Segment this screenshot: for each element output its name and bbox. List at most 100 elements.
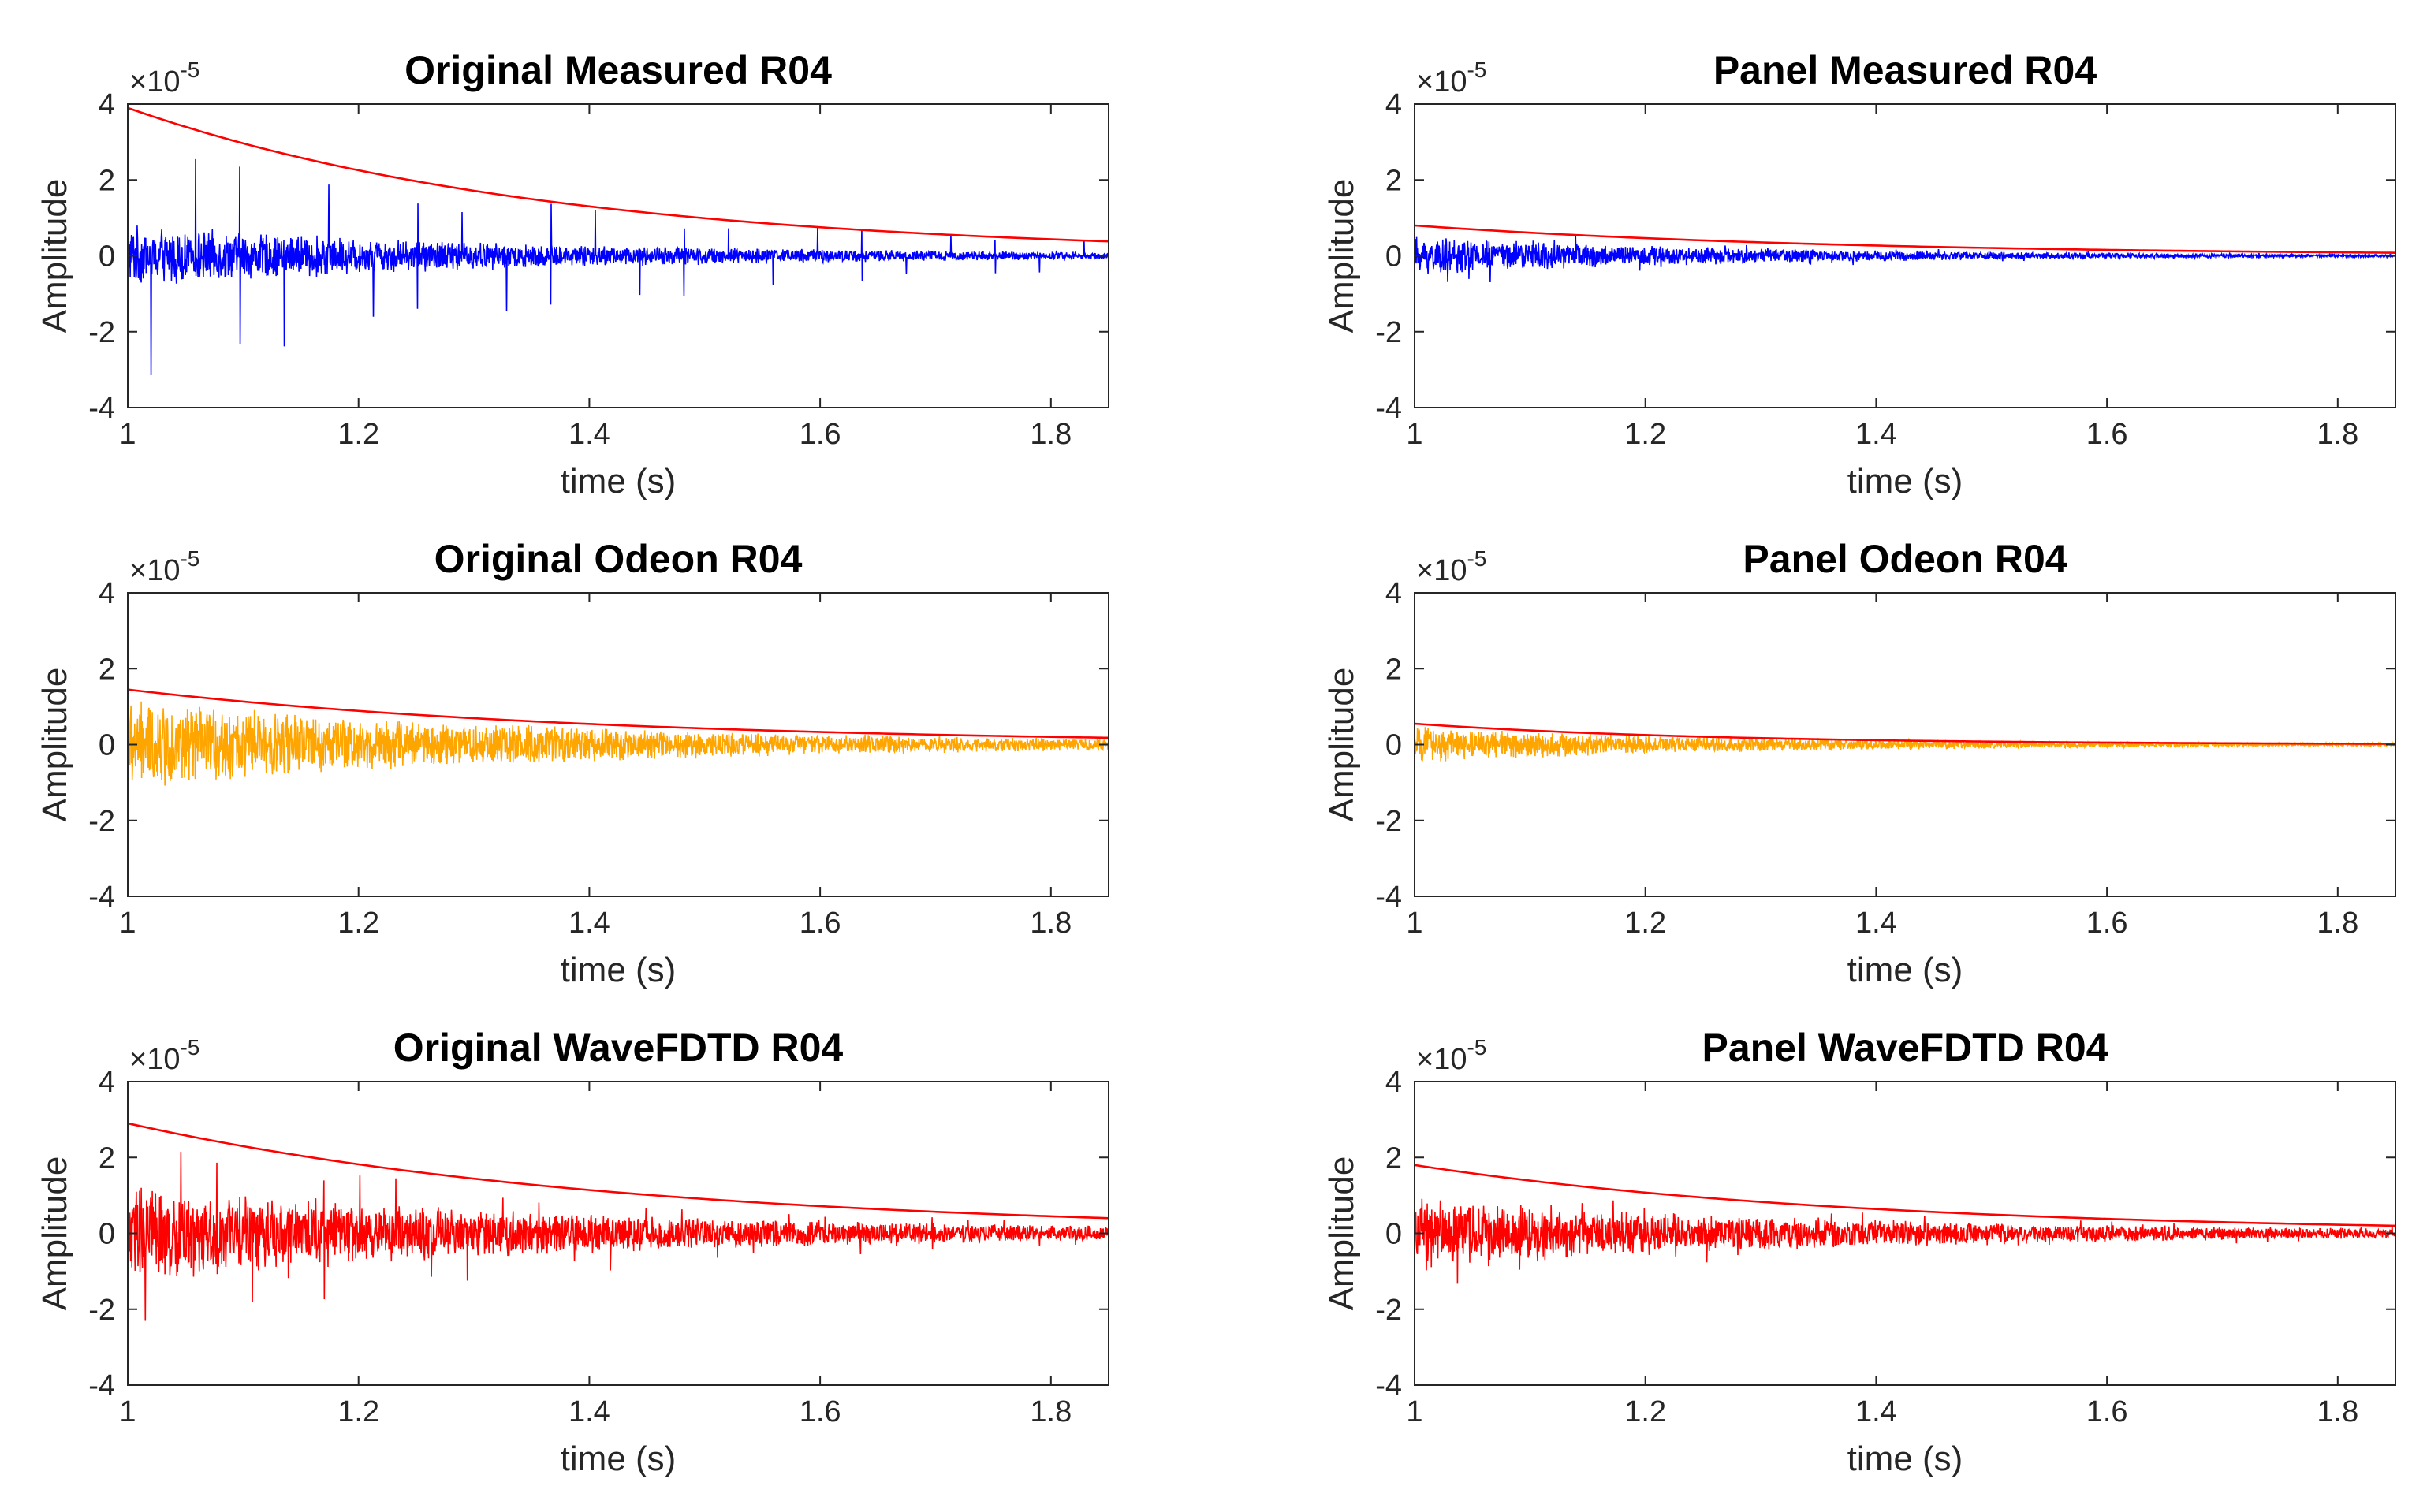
chart-panel-odeon-xtick-label: 1.2: [1624, 907, 1666, 940]
chart-orig-odeon-xlabel: time (s): [561, 951, 677, 989]
chart-orig-wavefdtd-xlabel: time (s): [561, 1439, 677, 1478]
chart-orig-measured-xtick-label: 1.2: [337, 418, 379, 451]
chart-orig-wavefdtd-ytick-label: 2: [99, 1141, 115, 1175]
chart-orig-odeon-ytick-label: 2: [99, 653, 115, 686]
chart-orig-odeon-y-exponent: ×10-5: [129, 546, 199, 587]
chart-orig-measured-y-exponent-power: -5: [180, 58, 199, 82]
chart-orig-wavefdtd-xtick-label: 1: [119, 1395, 136, 1428]
chart-orig-odeon-series-envelope: [127, 688, 1109, 739]
chart-orig-wavefdtd-series-envelope: [127, 1122, 1109, 1220]
chart-panel-odeon-ytick-label: 2: [1385, 653, 1402, 686]
chart-orig-odeon-ytick-label: 4: [99, 577, 115, 610]
chart-panel-wavefdtd-xtick-label: 1.4: [1855, 1395, 1897, 1428]
chart-panel-wavefdtd: 1 1.2 1.4 1.6 1.8 4 2 0 -2 -4 ×10-5 Panel WaveFDTD …: [1322, 1026, 2396, 1478]
chart-panel-wavefdtd-xtick-label: 1: [1406, 1395, 1422, 1428]
chart-orig-measured-xtick-label: 1.6: [800, 418, 841, 451]
chart-panel-measured-series-envelope: [1414, 224, 2396, 254]
chart-orig-wavefdtd-ytick-label: -2: [88, 1294, 115, 1327]
chart-panel-measured-xtick-label: 1.8: [2317, 418, 2358, 451]
chart-panel-measured-ylabel: Amplitude: [1322, 179, 1361, 333]
chart-panel-odeon: 1 1.2 1.4 1.6 1.8 4 2 0 -2 -4 ×10-5 Panel Odeon R04…: [1322, 537, 2396, 989]
chart-panel-measured-xlabel: time (s): [1847, 462, 1963, 501]
chart-panel-wavefdtd-ytick-label: 2: [1385, 1141, 1402, 1175]
chart-orig-measured-y-exponent-base: ×10: [129, 65, 180, 99]
chart-panel-odeon-ytick-label: 4: [1385, 577, 1402, 610]
chart-orig-wavefdtd-ytick-label: -4: [88, 1369, 115, 1402]
chart-panel-odeon-title: Panel Odeon R04: [1743, 537, 2067, 581]
chart-panel-odeon-y-exponent-base: ×10: [1416, 554, 1467, 587]
chart-orig-measured-title: Original Measured R04: [404, 48, 832, 92]
chart-orig-odeon-y-exponent-power: -5: [180, 546, 199, 571]
chart-orig-odeon-title: Original Odeon R04: [434, 537, 803, 581]
chart-orig-odeon-xtick-label: 1.6: [800, 907, 841, 940]
chart-orig-measured-ytick-label: 0: [99, 240, 115, 274]
chart-orig-odeon-xtick-label: 1: [119, 907, 136, 940]
chart-panel-measured-xtick-label: 1.4: [1855, 418, 1897, 451]
chart-orig-wavefdtd-title: Original WaveFDTD R04: [393, 1026, 844, 1070]
chart-panel-wavefdtd-ytick-label: 0: [1385, 1218, 1402, 1251]
chart-orig-odeon-y-exponent-base: ×10: [129, 554, 180, 587]
chart-panel-measured: 1 1.2 1.4 1.6 1.8 4 2 0 -2 -4 ×10-5 Panel Measured …: [1322, 48, 2396, 501]
chart-panel-wavefdtd-series-signal: [1414, 1198, 2396, 1284]
chart-panel-measured-y-exponent: ×10-5: [1416, 58, 1486, 99]
chart-panel-measured-ytick-label: 4: [1385, 88, 1402, 121]
chart-panel-measured-ytick-label: 2: [1385, 164, 1402, 197]
chart-panel-wavefdtd-xtick-label: 1.6: [2086, 1395, 2128, 1428]
chart-orig-wavefdtd-y-exponent-base: ×10: [129, 1043, 180, 1076]
chart-orig-measured-xtick-label: 1.8: [1030, 418, 1072, 451]
chart-orig-measured-xtick-label: 1.4: [569, 418, 610, 451]
chart-orig-measured-ytick-label: -4: [88, 392, 115, 425]
chart-panel-measured-xtick-label: 1.2: [1624, 418, 1666, 451]
chart-orig-odeon-ylabel: Amplitude: [35, 668, 74, 822]
chart-orig-wavefdtd-y-exponent-power: -5: [180, 1035, 199, 1060]
chart-panel-odeon-xlabel: time (s): [1847, 951, 1963, 989]
chart-panel-odeon-xtick-label: 1: [1406, 907, 1422, 940]
chart-panel-measured-y-exponent-base: ×10: [1416, 65, 1467, 99]
chart-orig-wavefdtd-xtick-label: 1.2: [337, 1395, 379, 1428]
chart-panel-odeon-xtick-label: 1.4: [1855, 907, 1897, 940]
chart-panel-odeon-y-exponent-power: -5: [1467, 546, 1486, 571]
chart-panel-wavefdtd-y-exponent-power: -5: [1467, 1035, 1486, 1060]
chart-orig-measured-ytick-label: 2: [99, 164, 115, 197]
chart-orig-measured-ylabel: Amplitude: [35, 179, 74, 333]
chart-panel-odeon-xtick-label: 1.6: [2086, 907, 2128, 940]
chart-orig-measured-y-exponent: ×10-5: [129, 58, 199, 99]
chart-panel-wavefdtd-ytick-label: 4: [1385, 1066, 1402, 1099]
chart-panel-odeon-y-exponent: ×10-5: [1416, 546, 1486, 587]
chart-panel-wavefdtd-ytick-label: -4: [1375, 1369, 1402, 1402]
chart-orig-measured-xtick-label: 1: [119, 418, 136, 451]
chart-panel-wavefdtd-xlabel: time (s): [1847, 1439, 1963, 1478]
chart-panel-wavefdtd-ytick-label: -2: [1375, 1294, 1402, 1327]
chart-orig-wavefdtd-y-exponent: ×10-5: [129, 1035, 199, 1076]
chart-orig-odeon-ytick-label: -2: [88, 805, 115, 838]
chart-panel-odeon-ytick-label: -2: [1375, 805, 1402, 838]
chart-panel-wavefdtd-series-envelope: [1414, 1164, 2396, 1227]
chart-panel-odeon-ylabel: Amplitude: [1322, 668, 1361, 822]
chart-orig-measured-series-signal: [127, 158, 1109, 375]
chart-orig-measured-xlabel: time (s): [561, 462, 677, 501]
chart-orig-odeon-ytick-label: 0: [99, 729, 115, 762]
chart-panel-measured-title: Panel Measured R04: [1713, 48, 2097, 92]
chart-panel-odeon-ytick-label: -4: [1375, 881, 1402, 914]
chart-orig-wavefdtd-ytick-label: 4: [99, 1066, 115, 1099]
chart-orig-wavefdtd-ytick-label: 0: [99, 1218, 115, 1251]
chart-panel-wavefdtd-xtick-label: 1.8: [2317, 1395, 2358, 1428]
chart-panel-odeon-ytick-label: 0: [1385, 729, 1402, 762]
chart-panel-measured-y-exponent-power: -5: [1467, 58, 1486, 82]
chart-orig-measured-series-envelope: [127, 106, 1109, 243]
chart-orig-odeon-xtick-label: 1.2: [337, 907, 379, 940]
chart-orig-wavefdtd-ylabel: Amplitude: [35, 1156, 74, 1311]
chart-panel-wavefdtd-ylabel: Amplitude: [1322, 1156, 1361, 1311]
chart-orig-wavefdtd-xtick-label: 1.6: [800, 1395, 841, 1428]
chart-panel-wavefdtd-xtick-label: 1.2: [1624, 1395, 1666, 1428]
chart-orig-odeon-series-signal: [127, 701, 1109, 786]
chart-orig-odeon-xtick-label: 1.4: [569, 907, 610, 940]
chart-orig-wavefdtd-xtick-label: 1.8: [1030, 1395, 1072, 1428]
chart-panel-measured-xtick-label: 1: [1406, 418, 1422, 451]
chart-orig-measured-ytick-label: -2: [88, 316, 115, 349]
chart-panel-wavefdtd-title: Panel WaveFDTD R04: [1702, 1026, 2108, 1070]
chart-orig-odeon-ytick-label: -4: [88, 881, 115, 914]
chart-panel-odeon-xtick-label: 1.8: [2317, 907, 2358, 940]
chart-panel-measured-ytick-label: -2: [1375, 316, 1402, 349]
